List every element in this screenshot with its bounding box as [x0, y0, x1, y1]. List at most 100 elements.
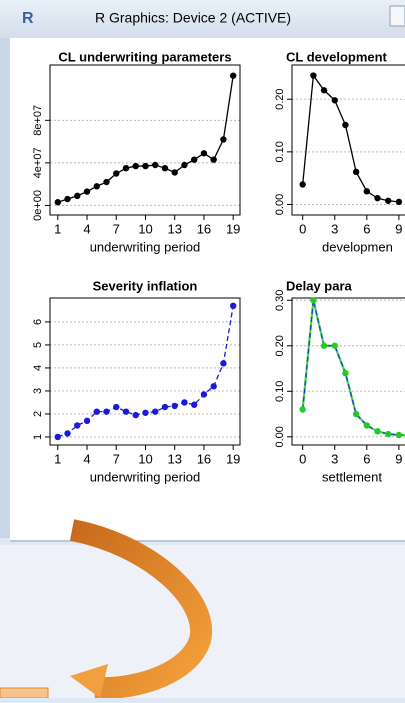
- y-tick-label: 3: [32, 388, 44, 394]
- data-point: [103, 178, 110, 186]
- data-point: [395, 198, 403, 206]
- data-point: [374, 194, 381, 202]
- data-point: [93, 183, 100, 190]
- data-point: [220, 360, 227, 367]
- data-point: [113, 170, 120, 177]
- x-tick-label: 4: [83, 221, 90, 236]
- data-point: [171, 169, 178, 176]
- chart-panel: Delay para 0.00 0.10 0.20 0.30 0 3 6 9 settlement: [274, 278, 405, 484]
- series-line: [302, 300, 405, 436]
- x-tick-label: 6: [363, 451, 370, 466]
- chart-title: Severity inflation: [93, 278, 198, 293]
- title-bar: [0, 0, 405, 38]
- y-tick-label: 4e+07: [32, 147, 44, 178]
- data-point: [384, 430, 392, 438]
- y-tick-label: 0.00: [274, 426, 286, 447]
- y-tick-label: 0.10: [274, 141, 286, 162]
- decor-arrow: [69, 519, 213, 700]
- x-axis-label: underwriting period: [90, 239, 201, 254]
- data-point: [331, 342, 338, 349]
- x-tick-label: 19: [226, 451, 240, 466]
- data-point: [310, 72, 317, 79]
- data-point: [142, 162, 149, 170]
- window-title: R Graphics: Device 2 (ACTIVE): [95, 10, 291, 26]
- x-tick-label: 16: [197, 451, 211, 466]
- data-point: [352, 410, 360, 418]
- data-point: [191, 156, 198, 163]
- data-point: [384, 197, 392, 204]
- data-point: [200, 150, 208, 157]
- y-tick-label: 1: [32, 434, 44, 440]
- y-tick-label: 0.10: [274, 381, 286, 402]
- chart-title: Delay para: [286, 278, 353, 293]
- data-point: [320, 87, 328, 94]
- data-point: [132, 162, 139, 170]
- plot-frame: [291, 64, 405, 216]
- data-point: [93, 408, 100, 415]
- data-point: [210, 383, 217, 390]
- data-point: [352, 168, 360, 176]
- x-tick-label: 19: [226, 221, 240, 236]
- plot-frame: [291, 297, 405, 446]
- window-button[interactable]: [389, 5, 405, 27]
- data-point: [191, 401, 198, 408]
- chart-panel: Severity inflation 1 2 3 4 5 6 1 4 7 10 13 16 19 under…: [32, 278, 241, 484]
- y-tick-label: 0.00: [274, 194, 286, 215]
- data-point: [122, 408, 130, 415]
- x-axis-label: underwriting period: [90, 469, 201, 484]
- data-point: [171, 402, 178, 410]
- x-tick-label: 6: [363, 221, 370, 236]
- x-tick-label: 0: [299, 221, 306, 236]
- data-point: [299, 406, 306, 413]
- x-tick-label: 13: [167, 221, 181, 236]
- y-tick-label: 0.20: [274, 88, 286, 109]
- data-point: [64, 430, 71, 437]
- data-point: [132, 411, 139, 419]
- data-point: [54, 433, 61, 441]
- data-point: [161, 403, 169, 411]
- y-tick-label: 0.30: [274, 290, 286, 311]
- data-point: [229, 302, 237, 310]
- data-point: [83, 417, 91, 425]
- x-tick-label: 9: [395, 221, 402, 236]
- plot-frame: [49, 297, 241, 446]
- data-point: [122, 164, 130, 172]
- data-point: [142, 409, 149, 416]
- decor-arrow-head: [70, 664, 108, 698]
- charts: CL underwriting parameters 0e+00 4e+07 8e+0…: [32, 49, 405, 484]
- app-icon: R: [22, 10, 34, 27]
- data-point: [374, 428, 381, 435]
- data-point: [103, 408, 110, 415]
- series-line: [302, 73, 399, 203]
- y-tick-label: 0e+00: [32, 190, 44, 221]
- x-axis-label: developmen: [322, 239, 393, 254]
- data-point: [210, 156, 217, 163]
- decor-box: [0, 687, 49, 699]
- y-tick-label: 6: [32, 319, 44, 325]
- data-point: [342, 121, 349, 129]
- y-tick-label: 0.20: [274, 335, 286, 356]
- x-tick-label: 10: [138, 221, 152, 236]
- plot-window: [10, 38, 405, 540]
- chart-panel: CL underwriting parameters 0e+00 4e+07 8e+0…: [32, 49, 241, 254]
- data-point: [181, 399, 188, 406]
- x-tick-label: 0: [299, 451, 306, 466]
- x-tick-label: 7: [113, 451, 120, 466]
- data-point: [363, 188, 371, 195]
- y-tick-label: 5: [32, 342, 44, 348]
- data-point: [83, 188, 91, 195]
- x-tick-label: 1: [54, 221, 61, 236]
- data-point: [299, 181, 306, 188]
- data-point: [395, 431, 403, 439]
- chart-title: CL underwriting parameters: [58, 49, 231, 64]
- data-point: [220, 136, 227, 143]
- data-point: [113, 403, 120, 411]
- window-edge: [0, 38, 10, 538]
- x-tick-label: 3: [331, 451, 338, 466]
- data-point: [229, 72, 237, 79]
- data-point: [161, 164, 169, 172]
- data-point: [74, 192, 81, 200]
- chart-title: CL development: [286, 49, 388, 64]
- data-point: [181, 161, 188, 169]
